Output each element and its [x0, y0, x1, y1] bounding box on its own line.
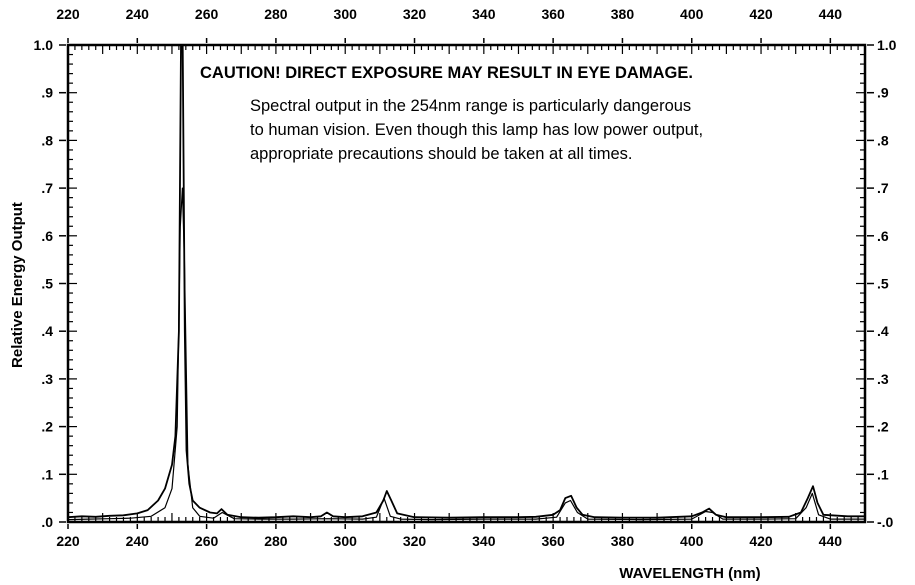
- x-tick-label-top: 400: [680, 6, 704, 22]
- x-tick-label-top: 220: [56, 6, 80, 22]
- y-tick-label-left: .3: [41, 371, 53, 387]
- x-tick-label-bottom: 380: [611, 533, 635, 549]
- x-axis-title: WAVELENGTH (nm): [619, 565, 760, 582]
- x-axis-top: 220 240 260 280 300 320 340 360 380 400 420 440: [56, 6, 842, 43]
- y-tick-label-left: .2: [41, 419, 53, 435]
- safety-note-line-2: to human vision. Even though this lamp h…: [250, 121, 704, 139]
- x-tick-label-bottom: 300: [334, 533, 358, 549]
- x-tick-label-bottom: 420: [749, 533, 773, 549]
- y-tick-label-right: .5: [877, 276, 889, 292]
- y-tick-label-left: .7: [41, 180, 53, 196]
- y-tick-label-left: .5: [41, 276, 53, 292]
- x-tick-label-top: 380: [611, 6, 635, 22]
- y-tick-label-right: .1: [877, 466, 889, 482]
- y-tick-label-right: -.0: [877, 514, 894, 530]
- x-tick-label-top: 360: [541, 6, 565, 22]
- safety-note: Spectral output in the 254nm range is pa…: [250, 94, 703, 166]
- safety-note-line-3: appropriate precautions should be taken …: [250, 145, 633, 163]
- x-tick-label-bottom: 360: [541, 533, 565, 549]
- y-axis-left: 1.0 .9 .8 .7 .6 .5 .4 .3 .2 .1 .0: [34, 37, 66, 530]
- x-tick-label-top: 300: [334, 6, 358, 22]
- y-tick-label-left: .1: [41, 466, 53, 482]
- y-tick-label-right: .9: [877, 85, 889, 101]
- x-tick-label-bottom: 320: [403, 533, 427, 549]
- x-tick-label-top: 260: [195, 6, 219, 22]
- x-tick-label-bottom: 340: [472, 533, 496, 549]
- series-line-2: [67, 187, 865, 521]
- y-tick-label-right: .2: [877, 419, 889, 435]
- x-tick-label-bottom: 400: [680, 533, 704, 549]
- x-tick-label-top: 440: [819, 6, 843, 22]
- plot-frame: [66, 43, 867, 524]
- y-tick-label-right: .6: [877, 228, 889, 244]
- y-tick-label-left: 1.0: [34, 37, 54, 53]
- safety-note-line-1: Spectral output in the 254nm range is pa…: [250, 97, 692, 115]
- y-tick-label-right: .3: [877, 371, 889, 387]
- x-tick-label-top: 280: [264, 6, 288, 22]
- y-tick-label-left: .9: [41, 85, 53, 101]
- y-tick-label-right: .8: [877, 132, 889, 148]
- x-tick-label-top: 420: [749, 6, 773, 22]
- y-axis-right: 1.0 .9 .8 .7 .6 .5 .4 .3 .2 .1 -.0: [867, 37, 897, 530]
- x-tick-label-bottom: 240: [126, 533, 150, 549]
- x-tick-label-top: 320: [403, 6, 427, 22]
- x-tick-label-top: 340: [472, 6, 496, 22]
- x-tick-label-top: 240: [126, 6, 150, 22]
- x-tick-label-bottom: 260: [195, 533, 219, 549]
- y-tick-label-left: .8: [41, 132, 53, 148]
- y-tick-label-right: 1.0: [877, 37, 897, 53]
- y-axis-title: Relative Energy Output: [9, 202, 26, 368]
- series-group: [67, 44, 865, 521]
- y-tick-label-left: .4: [41, 323, 53, 339]
- x-tick-label-bottom: 220: [56, 533, 80, 549]
- x-axis-bottom: 220 240 260 280 300 320 340 360 380 400 420 440: [56, 524, 842, 549]
- y-tick-label-right: .7: [877, 180, 889, 196]
- y-tick-label-left: .6: [41, 228, 53, 244]
- y-tick-label-right: .4: [877, 323, 889, 339]
- x-tick-label-bottom: 440: [819, 533, 843, 549]
- x-tick-label-bottom: 280: [264, 533, 288, 549]
- y-tick-label-left: .0: [41, 514, 53, 530]
- caution-warning: CAUTION! DIRECT EXPOSURE MAY RESULT IN E…: [200, 64, 693, 82]
